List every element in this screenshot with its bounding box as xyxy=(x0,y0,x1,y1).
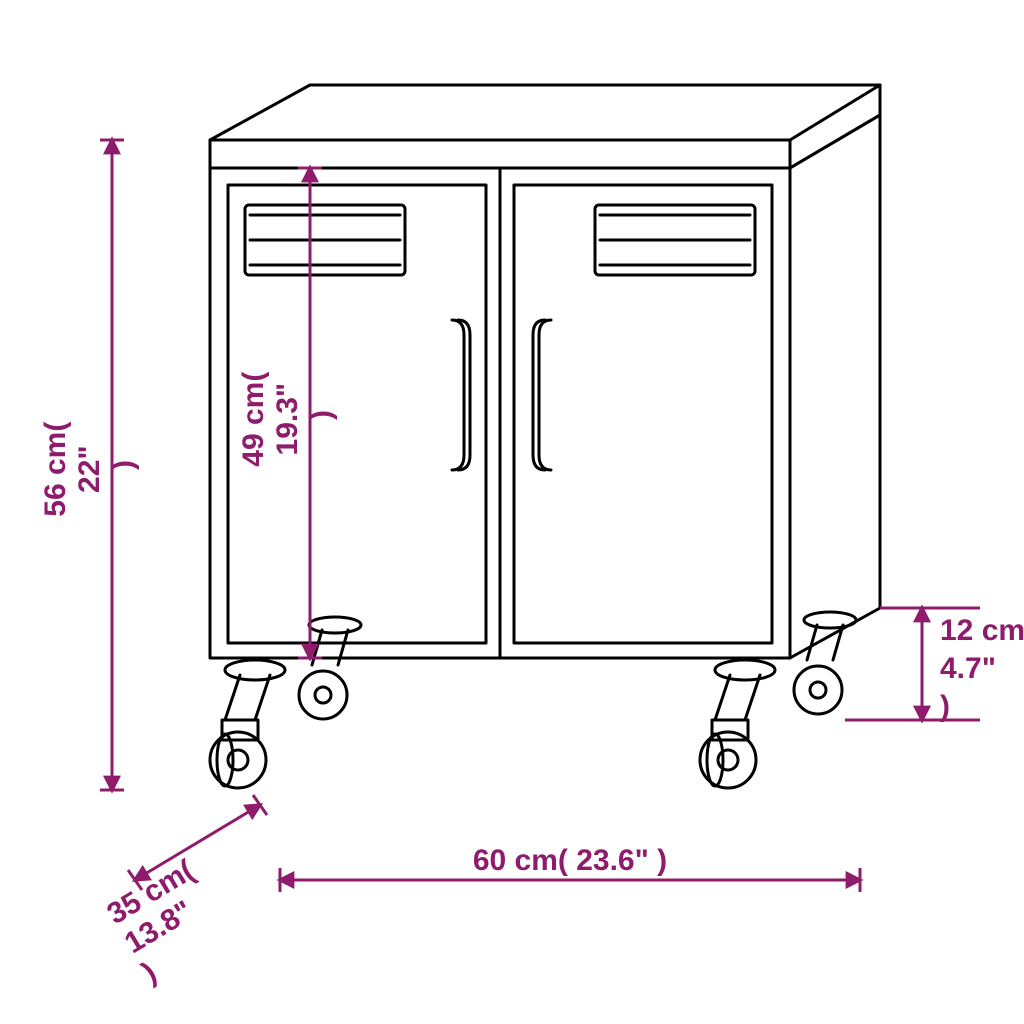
dim-total-height: 56 cm( 22" ) xyxy=(39,140,140,790)
caster-rear-left xyxy=(299,617,361,719)
caster-front-right xyxy=(700,660,775,788)
svg-text:12 cm( 4.7" ): 12 cm( 4.7" ) xyxy=(940,614,1024,723)
dim-total-height-l1: 56 cm( xyxy=(39,422,72,517)
handle-left xyxy=(452,320,470,470)
dim-width-text: 60 cm( 23.6" ) xyxy=(473,844,667,877)
dim-depth: 35 cm( 13.8" ) xyxy=(102,795,267,989)
dim-width: 60 cm( 23.6" ) xyxy=(280,844,860,892)
svg-text:56 cm( 22" ): 56 cm( 22" ) xyxy=(39,413,140,516)
dim-depth-l3: ) xyxy=(137,956,163,989)
dim-wheel-height: 12 cm( 4.7" ) xyxy=(845,608,1024,723)
dim-wheel-l1: 12 cm( xyxy=(940,614,1024,647)
dim-door-height-l2: 19.3" xyxy=(271,383,304,456)
dim-wheel-l3: ) xyxy=(940,690,950,723)
diagram-canvas: 56 cm( 22" ) 49 cm( 19.3" ) 60 cm( 23.6"… xyxy=(0,0,1024,1024)
dim-wheel-l2: 4.7" xyxy=(940,652,996,685)
vent-left xyxy=(245,205,405,275)
dim-door-height-l1: 49 cm( xyxy=(237,372,270,467)
dim-total-height-l3: ) xyxy=(107,460,140,470)
caster-rear-right xyxy=(794,612,856,714)
caster-front-left xyxy=(210,660,285,788)
handle-right xyxy=(533,320,551,470)
vent-right xyxy=(595,205,755,275)
dim-door-height-l3: ) xyxy=(305,410,338,420)
dim-total-height-l2: 22" xyxy=(73,445,106,493)
svg-text:49 cm( 19.3" ): 49 cm( 19.3" ) xyxy=(237,363,338,466)
svg-text:35 cm( 13.8" ): 35 cm( 13.8" ) xyxy=(102,849,243,989)
